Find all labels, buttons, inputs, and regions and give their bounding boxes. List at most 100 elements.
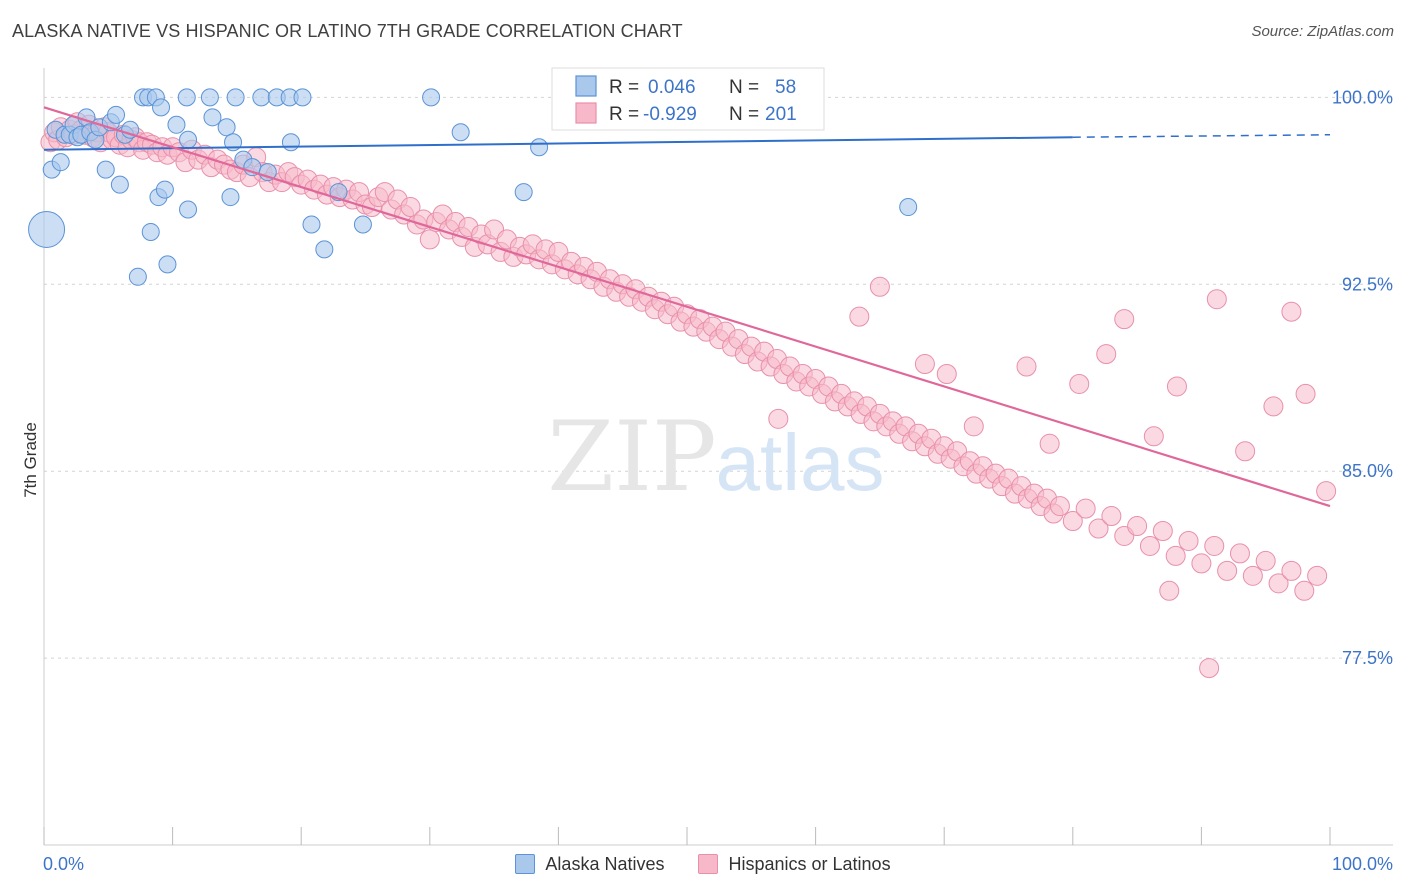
data-point-alaska-native — [28, 210, 66, 248]
data-point-alaska-native — [167, 115, 186, 134]
data-point-hispanic — [1217, 560, 1238, 581]
data-point-hispanic — [400, 197, 421, 218]
data-point-alaska-native — [96, 160, 115, 179]
data-point-hispanic — [1062, 511, 1083, 532]
data-point-alaska-native — [51, 153, 70, 172]
data-point-alaska-native — [302, 215, 321, 234]
data-point-hispanic — [419, 229, 440, 250]
data-point-hispanic — [1101, 506, 1122, 527]
stats-swatch-pink — [575, 102, 597, 124]
data-point-hispanic — [1199, 658, 1220, 679]
data-point-alaska-native — [200, 88, 219, 107]
data-point-hispanic — [1096, 344, 1117, 365]
data-point-alaska-native — [530, 138, 549, 157]
stats-r-value: -0.929 — [643, 104, 697, 125]
data-point-hispanic — [1229, 543, 1250, 564]
legend-swatch-pink — [698, 854, 719, 874]
trend-line-alaska-natives — [43, 136, 1073, 151]
legend-swatch-blue — [515, 854, 536, 874]
data-point-alaska-native — [179, 200, 198, 219]
data-point-hispanic — [1206, 289, 1227, 310]
data-point-alaska-native — [128, 267, 147, 286]
data-point-hispanic — [1235, 441, 1256, 462]
data-point-alaska-native — [179, 130, 198, 149]
data-point-hispanic — [1295, 383, 1316, 404]
watermark-atlas: atlas — [716, 418, 885, 507]
stats-r-value: 0.046 — [648, 77, 696, 98]
legend: Alaska Natives Hispanics or Latinos — [0, 850, 1406, 878]
watermark-zip: ZIP — [547, 401, 716, 513]
x-tick-label-right: 100.0% — [1332, 854, 1393, 874]
data-point-alaska-native — [121, 120, 140, 139]
source-credit: Source: ZipAtlas.com — [1251, 23, 1394, 40]
data-point-hispanic — [1114, 309, 1135, 330]
data-point-hispanic — [849, 306, 870, 327]
data-point-alaska-native — [107, 105, 126, 124]
stats-n-value: 58 — [775, 77, 796, 98]
data-point-hispanic — [1204, 535, 1225, 556]
stats-swatch-blue — [575, 75, 597, 97]
axes — [43, 68, 1393, 846]
data-point-alaska-native — [152, 98, 171, 117]
data-point-alaska-native — [252, 88, 271, 107]
data-point-hispanic — [1263, 396, 1284, 417]
data-point-hispanic — [1139, 535, 1160, 556]
legend-item-alaska-natives: Alaska Natives — [515, 850, 664, 878]
stats-r-label: R = — [609, 77, 639, 98]
y-tick-label: 92.5% — [1342, 274, 1393, 294]
stats-n-label: N = — [729, 104, 759, 125]
data-point-alaska-native — [353, 215, 372, 234]
data-point-alaska-native — [141, 222, 160, 241]
data-point-hispanic — [1294, 580, 1315, 601]
data-point-hispanic — [1316, 481, 1337, 502]
data-point-hispanic — [1049, 496, 1070, 517]
data-point-alaska-native — [217, 118, 236, 137]
data-point-alaska-native — [177, 88, 196, 107]
data-point-hispanic — [1075, 498, 1096, 519]
data-point-hispanic — [1178, 530, 1199, 551]
data-point-hispanic — [963, 416, 984, 437]
data-point-hispanic — [1143, 426, 1164, 447]
data-point-alaska-native — [155, 180, 174, 199]
stats-n-value: 201 — [765, 104, 797, 125]
chart-title: ALASKA NATIVE VS HISPANIC OR LATINO 7TH … — [12, 21, 683, 41]
y-tick-label: 100.0% — [1332, 87, 1393, 107]
data-point-hispanic — [1069, 373, 1090, 394]
data-point-hispanic — [768, 408, 789, 429]
data-point-alaska-native — [281, 133, 300, 152]
data-point-hispanic — [1152, 521, 1173, 541]
data-point-hispanic — [1281, 301, 1302, 322]
data-point-alaska-native — [514, 183, 533, 202]
legend-label: Hispanics or Latinos — [728, 853, 891, 874]
data-point-hispanic — [936, 364, 957, 384]
data-point-hispanic — [1242, 565, 1263, 586]
legend-label: Alaska Natives — [545, 853, 665, 874]
data-point-hispanic — [914, 354, 935, 375]
data-point-hispanic — [1127, 516, 1148, 537]
data-point-alaska-native — [315, 240, 334, 259]
stats-r-label: R = — [609, 104, 639, 125]
data-point-hispanic — [1255, 550, 1276, 571]
data-point-hispanic — [1281, 560, 1302, 581]
data-point-hispanic — [1191, 553, 1212, 574]
data-point-alaska-native — [110, 175, 129, 194]
data-point-hispanic — [1268, 573, 1289, 594]
data-point-alaska-native — [158, 255, 177, 274]
data-point-alaska-native — [899, 198, 918, 217]
data-point-alaska-native — [451, 123, 470, 142]
data-point-hispanic — [1016, 356, 1037, 377]
data-point-alaska-native — [226, 88, 245, 107]
data-point-hispanic — [869, 276, 890, 297]
data-point-hispanic — [1159, 580, 1180, 601]
data-point-hispanic — [1039, 433, 1060, 454]
data-point-alaska-native — [293, 88, 312, 107]
data-point-alaska-native — [203, 108, 222, 127]
trend-line-hispanics — [43, 106, 1331, 508]
trend-line-alaska-natives-extension — [1072, 134, 1331, 139]
y-tick-label: 77.5% — [1342, 648, 1393, 668]
legend-item-hispanics: Hispanics or Latinos — [698, 850, 891, 878]
y-tick-label: 85.0% — [1342, 461, 1393, 481]
y-tick-labels: 100.0% 92.5% 85.0% 77.5% — [1332, 87, 1393, 668]
data-point-hispanic — [1165, 545, 1186, 566]
